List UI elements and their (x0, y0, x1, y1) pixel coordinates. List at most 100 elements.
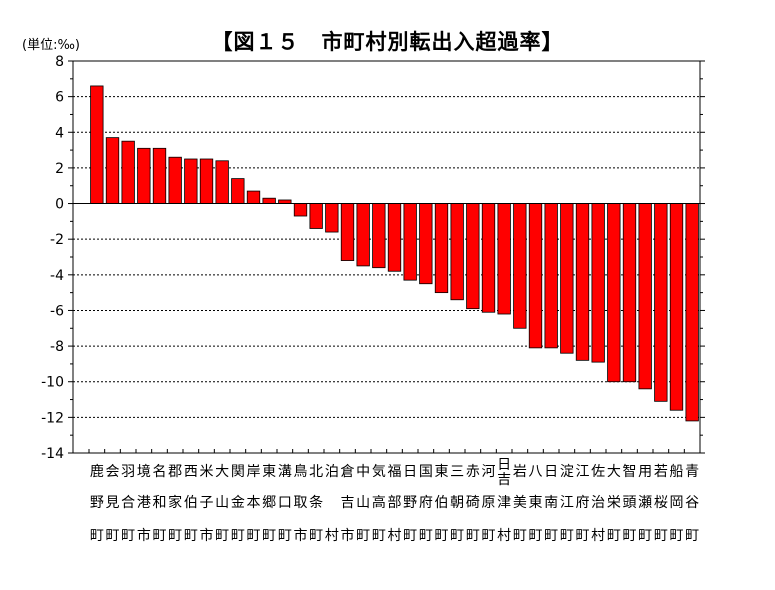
svg-text:会: 会 (106, 464, 120, 480)
bar (325, 203, 339, 233)
svg-text:岡: 岡 (670, 495, 684, 511)
svg-text:頭: 頭 (623, 495, 637, 511)
category-label: 佐治村 (591, 464, 605, 544)
svg-text:日: 日 (403, 464, 417, 480)
svg-text:村: 村 (388, 528, 402, 544)
bar (544, 203, 558, 349)
gridlines (73, 96, 700, 418)
svg-text:淀: 淀 (560, 464, 574, 480)
y-tick-label: -10 (41, 375, 64, 391)
svg-text:倉: 倉 (341, 464, 355, 480)
svg-text:町: 町 (450, 528, 464, 544)
svg-text:郷: 郷 (262, 495, 276, 511)
svg-text:町: 町 (513, 528, 527, 544)
category-label: 用瀬町 (638, 464, 652, 544)
svg-text:町: 町 (576, 528, 590, 544)
svg-text:部: 部 (388, 495, 402, 511)
plot-frame (72, 60, 701, 454)
svg-text:町: 町 (309, 528, 323, 544)
svg-text:桜: 桜 (654, 495, 668, 511)
bar (497, 203, 511, 315)
category-label: 国府町 (419, 464, 433, 544)
unit-label: (単位:‰) (22, 38, 80, 53)
category-label: 鹿野町 (90, 463, 104, 544)
svg-text:山: 山 (215, 495, 229, 511)
svg-text:町: 町 (654, 528, 668, 544)
y-tick-label: -6 (50, 303, 64, 319)
svg-text:東: 東 (262, 464, 276, 480)
y-tick-label: 0 (55, 197, 64, 213)
bar (528, 203, 543, 349)
y-tick-label: 6 (55, 90, 64, 106)
svg-text:町: 町 (466, 528, 480, 544)
svg-text:町: 町 (560, 528, 574, 544)
y-tick-label: 4 (55, 125, 64, 141)
category-label: 倉吉市 (341, 464, 355, 544)
y-tick-label: -12 (41, 410, 64, 426)
svg-text:市: 市 (294, 527, 308, 544)
svg-text:吉: 吉 (341, 495, 355, 511)
category-label: 大栄町 (607, 464, 621, 544)
svg-text:和: 和 (153, 495, 167, 511)
y-tick-label: 8 (55, 54, 64, 70)
bar (622, 203, 637, 383)
y-tick-label: 2 (55, 161, 64, 177)
svg-text:町: 町 (403, 528, 417, 544)
bar (685, 203, 699, 422)
svg-text:江: 江 (576, 464, 590, 480)
svg-text:家: 家 (168, 494, 182, 511)
category-label: 境港市 (137, 464, 151, 544)
svg-text:治: 治 (591, 495, 605, 511)
category-label: 江府町 (576, 464, 590, 544)
svg-text:町: 町 (121, 528, 135, 544)
bar (481, 203, 496, 313)
bar (215, 160, 229, 204)
svg-text:町: 町 (638, 528, 652, 544)
svg-text:八: 八 (529, 464, 543, 480)
bar (575, 203, 590, 361)
svg-text:町: 町 (529, 528, 543, 544)
svg-text:町: 町 (685, 528, 699, 544)
svg-text:町: 町 (419, 528, 433, 544)
svg-text:智: 智 (623, 464, 637, 480)
bar (560, 203, 574, 354)
svg-text:江: 江 (560, 495, 574, 511)
svg-text:西: 西 (184, 464, 198, 480)
bar (246, 190, 261, 204)
category-label: 岩美町 (513, 464, 527, 544)
category-label: 北条町 (309, 464, 323, 544)
category-label: 米子市 (200, 464, 214, 544)
svg-text:東: 東 (435, 464, 449, 480)
bar (309, 203, 323, 229)
svg-text:町: 町 (215, 528, 229, 544)
svg-text:南: 南 (544, 495, 558, 511)
bar (372, 203, 386, 269)
bar (278, 199, 292, 204)
bar (262, 197, 276, 204)
svg-text:村: 村 (591, 528, 605, 544)
svg-text:河: 河 (482, 464, 496, 480)
category-label: 会見町 (106, 464, 120, 544)
svg-text:市: 市 (341, 527, 355, 544)
bar (121, 140, 135, 204)
svg-text:吉: 吉 (497, 472, 511, 488)
bar (591, 203, 605, 363)
svg-text:国: 国 (419, 464, 433, 480)
svg-text:溝: 溝 (278, 464, 292, 480)
bar (669, 203, 684, 411)
category-label: 三朝町 (450, 464, 464, 544)
svg-text:町: 町 (544, 528, 558, 544)
svg-text:谷: 谷 (685, 495, 699, 511)
y-tick-label: -8 (50, 339, 64, 355)
svg-text:見: 見 (106, 495, 120, 511)
svg-text:野: 野 (90, 495, 104, 511)
bars (90, 85, 699, 422)
svg-text:気: 気 (372, 464, 386, 480)
category-label: 泊村 (325, 464, 339, 544)
svg-text:町: 町 (607, 528, 621, 544)
svg-text:名: 名 (153, 464, 167, 480)
svg-text:町: 町 (482, 528, 496, 544)
bar (168, 156, 182, 204)
